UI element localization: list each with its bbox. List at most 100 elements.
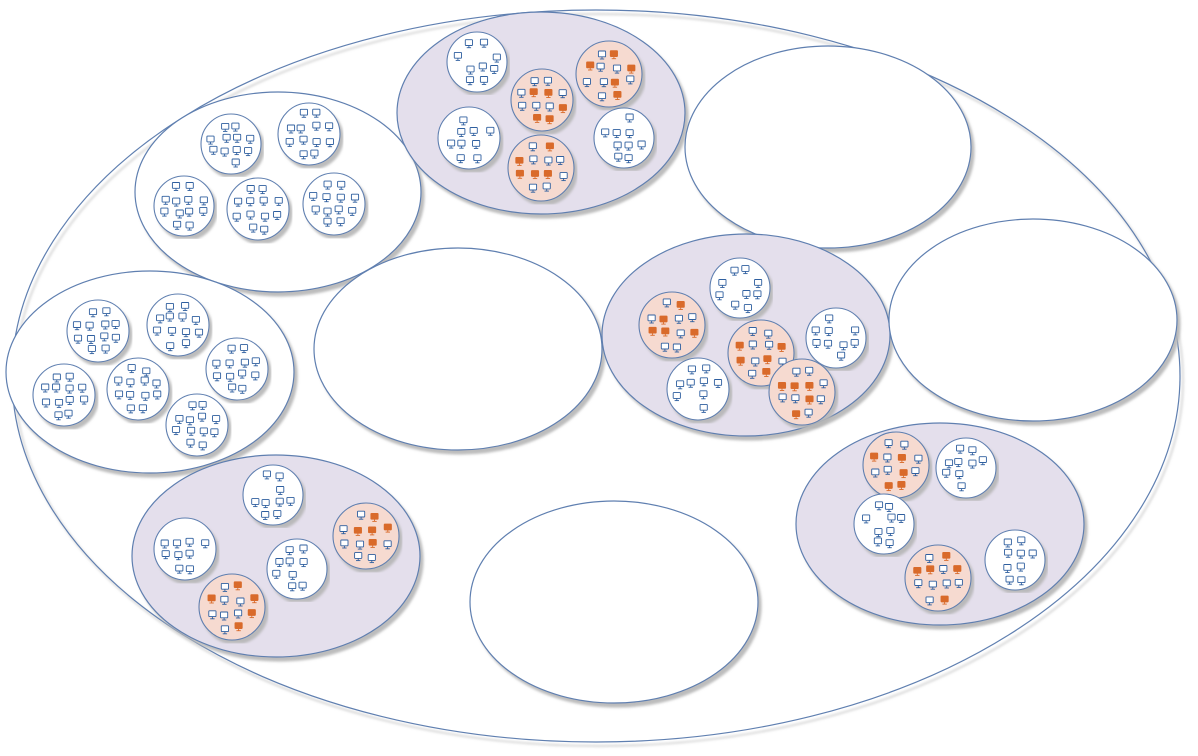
computer-node-icon	[251, 498, 260, 508]
computer-node-icon	[232, 146, 241, 156]
cluster-top-right-empty	[684, 45, 972, 249]
computer-node-icon	[883, 453, 892, 463]
computer-node-icon	[160, 539, 169, 549]
infected-subcluster	[507, 134, 575, 202]
computer-node-icon	[914, 579, 923, 589]
computer-node-icon	[486, 126, 495, 136]
subcluster-circle	[510, 68, 574, 132]
subcluster-circle	[862, 431, 930, 499]
computer-node-icon	[1017, 536, 1026, 546]
computer-node-icon	[625, 113, 634, 123]
cluster-ellipse	[313, 247, 603, 451]
computer-node-icon	[52, 373, 61, 383]
infected-computer-node-icon	[790, 382, 799, 392]
computer-node-icon	[299, 544, 308, 554]
computer-node-icon	[614, 152, 623, 162]
computer-node-icon	[111, 333, 120, 343]
computer-node-icon	[171, 182, 181, 191]
computer-node-icon	[185, 207, 194, 217]
computer-node-icon	[275, 472, 284, 482]
computer-node-icon	[928, 580, 937, 590]
computer-node-icon	[199, 427, 208, 437]
computer-node-icon	[101, 320, 110, 330]
computer-node-icon	[850, 338, 859, 348]
computer-node-icon	[140, 376, 149, 386]
computer-node-icon	[175, 209, 184, 219]
infected-computer-node-icon	[234, 622, 243, 632]
subcluster	[200, 113, 262, 175]
computer-node-icon	[765, 340, 774, 350]
computer-node-icon	[748, 340, 757, 350]
cluster-left-upper	[134, 91, 422, 293]
computer-node-icon	[65, 384, 74, 394]
computer-node-icon	[741, 265, 750, 275]
computer-node-icon	[172, 539, 182, 549]
computer-node-icon	[811, 326, 820, 336]
computer-node-icon	[582, 78, 591, 88]
subcluster-circle	[165, 393, 229, 457]
subcluster-circle	[32, 363, 96, 427]
computer-node-icon	[322, 193, 331, 203]
computer-node-icon	[624, 154, 633, 164]
infected-subcluster	[198, 573, 266, 641]
computer-node-icon	[1005, 575, 1014, 585]
computer-node-icon	[453, 51, 462, 61]
computer-node-icon	[887, 513, 896, 523]
computer-node-icon	[288, 570, 297, 580]
subcluster-circle	[984, 529, 1046, 591]
computer-node-icon	[126, 390, 135, 400]
subcluster-circle	[205, 337, 269, 401]
subcluster	[437, 106, 501, 170]
computer-node-icon	[234, 197, 243, 207]
infected-subcluster	[638, 291, 706, 359]
computer-node-icon	[625, 129, 634, 139]
computer-node-icon	[472, 140, 481, 149]
computer-node-icon	[819, 379, 828, 389]
computer-node-icon	[532, 101, 541, 111]
computer-node-icon	[686, 378, 695, 388]
infected-computer-node-icon	[370, 512, 379, 522]
computer-node-icon	[559, 172, 568, 182]
computer-node-icon	[674, 314, 683, 324]
computer-node-icon	[764, 329, 773, 339]
computer-node-icon	[518, 101, 527, 111]
computer-node-icon	[851, 326, 860, 336]
infected-computer-node-icon	[777, 343, 786, 352]
infected-computer-node-icon	[735, 341, 744, 351]
computer-node-icon	[357, 510, 366, 520]
computer-node-icon	[599, 78, 608, 88]
computer-node-icon	[276, 486, 285, 495]
computer-node-icon	[186, 438, 195, 448]
computer-node-icon	[884, 503, 894, 512]
computer-node-icon	[220, 595, 229, 605]
computer-node-icon	[184, 195, 193, 205]
computer-node-icon	[597, 92, 607, 102]
computer-node-icon	[187, 426, 196, 436]
computer-node-icon	[672, 392, 681, 402]
computer-node-icon	[1003, 538, 1012, 548]
computer-node-icon	[64, 409, 73, 419]
computer-node-icon	[246, 185, 255, 194]
computer-node-icon	[469, 127, 478, 136]
infected-computer-node-icon	[676, 301, 685, 310]
computer-node-icon	[188, 401, 197, 411]
subcluster-circle	[226, 177, 290, 241]
computer-node-icon	[198, 400, 207, 410]
computer-node-icon	[325, 138, 334, 148]
computer-node-icon	[222, 133, 231, 143]
computer-node-icon	[126, 378, 135, 388]
computer-node-icon	[288, 582, 297, 592]
computer-node-icon	[825, 314, 834, 324]
infected-computer-node-icon	[897, 454, 906, 463]
infected-computer-node-icon	[690, 328, 699, 338]
infected-computer-node-icon	[805, 381, 814, 391]
infected-computer-node-icon	[544, 89, 553, 98]
infected-computer-node-icon	[368, 538, 377, 548]
subcluster	[302, 172, 366, 236]
computer-node-icon	[839, 341, 848, 351]
infected-computer-node-icon	[530, 170, 540, 180]
computer-node-icon	[141, 391, 150, 401]
computer-node-icon	[612, 64, 622, 74]
computer-node-icon	[298, 581, 307, 591]
